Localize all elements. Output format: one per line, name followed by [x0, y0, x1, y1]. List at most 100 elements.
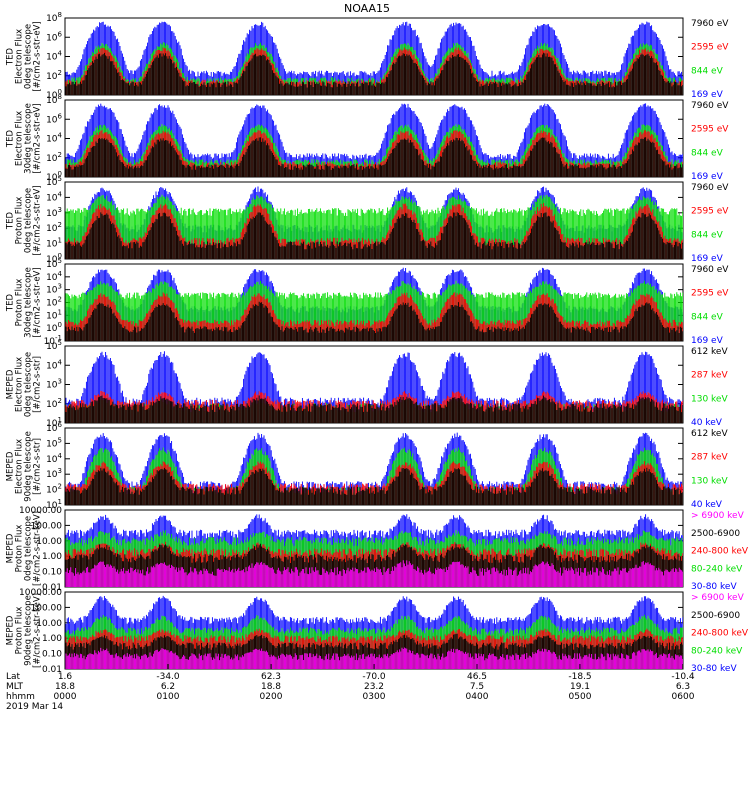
y-tick-label: 102	[46, 69, 62, 82]
y-tick-label: 101	[46, 237, 62, 250]
y-axis-label: MEPEDElectron Flux0deg telescope[#/cm2-s…	[6, 352, 43, 417]
legend-entry: 2595 eV	[691, 43, 729, 53]
legend-entry: 240-800 keV	[691, 629, 749, 639]
legend-entry: 80-240 keV	[691, 646, 743, 656]
legend-entry: 7960 eV	[691, 101, 729, 111]
series-612-kev	[65, 395, 683, 423]
legend-entry: 844 eV	[691, 230, 724, 240]
y-tick-label: 105	[46, 339, 62, 352]
y-tick-label: 103	[46, 206, 62, 219]
legend-entry: 7960 eV	[691, 265, 729, 275]
y-axis-label: MEPEDElectron Flux90deg telescope[#/cm2-…	[6, 431, 43, 502]
y-axis-label: MEPEDProton Flux90deg telescope[#/cm2-s-…	[6, 593, 43, 668]
panel-7: 10000.00 100.00 10.00 1.00 0.10 0.01MEPEDProt…	[6, 506, 749, 593]
y-tick-label: 100	[46, 88, 62, 101]
y-tick-label: 1.00	[42, 634, 62, 644]
x-tick-lat: -18.5	[568, 672, 591, 682]
y-tick-label: 101	[46, 416, 62, 429]
series-traces	[65, 351, 683, 423]
x-tick-mlt: 6.2	[161, 682, 175, 692]
x-row-label: Lat	[6, 672, 21, 682]
y-tick-label: 105	[46, 175, 62, 188]
legend-entry: 2500-6900	[691, 529, 740, 539]
legend-entry: 612 keV	[691, 347, 728, 357]
x-row-label: MLT	[6, 682, 24, 692]
y-tick-label: 102	[46, 151, 62, 164]
legend-entry: 169 eV	[691, 90, 724, 100]
legend-entry: 287 keV	[691, 453, 728, 463]
legend-entry: > 6900 keV	[691, 511, 745, 521]
series-7960-ev	[65, 301, 683, 341]
series-traces	[65, 267, 683, 341]
legend-entry: 7960 eV	[691, 19, 729, 29]
y-tick-label: 105	[46, 436, 62, 449]
legend-entry: 40 keV	[691, 418, 723, 428]
y-tick-label: 10-1	[44, 334, 62, 347]
y-tick-label: 102	[46, 397, 62, 410]
y-tick-label: 108	[46, 11, 62, 24]
x-row-label: 2019 Mar 14	[6, 702, 63, 712]
y-tick-label: 104	[46, 452, 62, 465]
legend-entry: 169 eV	[691, 172, 724, 182]
y-tick-label: 106	[46, 112, 62, 125]
y-tick-label: 104	[46, 358, 62, 371]
legend-entry: 80-240 keV	[691, 564, 743, 574]
x-tick-lat: 62.3	[261, 672, 281, 682]
y-tick-label: 0.01	[42, 583, 62, 593]
legend-entry: 844 eV	[691, 312, 724, 322]
x-tick-lat: -34.0	[156, 672, 180, 682]
series-traces	[65, 21, 683, 95]
chart-title: NOAA15	[344, 2, 390, 15]
series-traces	[65, 514, 683, 587]
y-tick-label: 104	[46, 132, 62, 145]
y-axis-label: TEDProton Flux30deg telescope[#/cm2-s-st…	[6, 267, 43, 338]
legend-entry: 612 keV	[691, 429, 728, 439]
x-row-label: hhmm	[6, 692, 35, 702]
series-traces	[65, 103, 683, 177]
y-tick-label: 10000.00	[19, 588, 62, 598]
series--6900-kev	[65, 647, 683, 669]
series-traces	[65, 595, 683, 669]
y-tick-label: 100.00	[31, 521, 63, 531]
legend-entry: 30-80 keV	[691, 664, 737, 674]
y-tick-label: 102	[46, 221, 62, 234]
y-tick-label: 102	[46, 296, 62, 309]
y-tick-label: 104	[46, 50, 62, 63]
x-tick-hhmm: 0100	[157, 692, 180, 702]
x-tick-lat: 46.5	[467, 672, 487, 682]
y-tick-label: 10.00	[36, 537, 62, 547]
legend-entry: 287 keV	[691, 371, 728, 381]
x-tick-lat: 1.6	[58, 672, 73, 682]
y-axis-label: MEPEDProton Flux0deg telescope[#/cm2-s-s…	[6, 511, 43, 586]
y-tick-label: 101	[46, 498, 62, 511]
x-tick-mlt: 18.8	[55, 682, 75, 692]
y-axis-label: TEDProton Flux0deg telescope[#/cm2-s-str…	[6, 185, 43, 255]
legend-entry: 844 eV	[691, 66, 724, 76]
y-tick-label: 10000.00	[19, 506, 62, 516]
x-tick-lat: -70.0	[362, 672, 386, 682]
y-tick-label: 104	[46, 270, 62, 283]
legend-entry: 2595 eV	[691, 289, 729, 299]
y-tick-label: 10.00	[36, 619, 62, 629]
y-tick-label: 100	[46, 252, 62, 265]
y-tick-label: 101	[46, 308, 62, 321]
x-tick-mlt: 19.1	[570, 682, 590, 692]
y-tick-label: 108	[46, 93, 62, 106]
series--6900-kev	[65, 560, 683, 587]
legend-entry: 40 keV	[691, 500, 723, 510]
legend-entry: 844 eV	[691, 148, 724, 158]
legend-entry: 130 keV	[691, 394, 728, 404]
y-tick-label: 103	[46, 283, 62, 296]
series-traces	[65, 186, 683, 259]
y-tick-label: 0.01	[42, 665, 62, 675]
x-tick-mlt: 6.3	[676, 682, 690, 692]
legend-entry: 2595 eV	[691, 207, 729, 217]
legend-entry: 2595 eV	[691, 125, 729, 135]
